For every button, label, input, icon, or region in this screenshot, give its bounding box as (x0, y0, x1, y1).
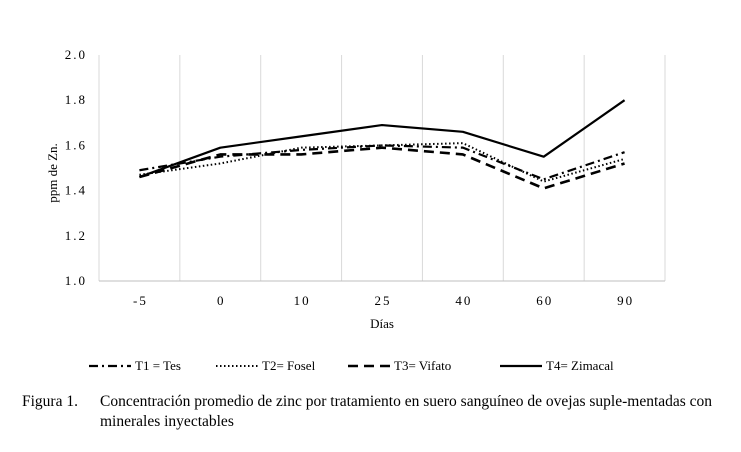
x-tick-label: 60 (536, 293, 553, 308)
x-tick-label: -5 (133, 293, 148, 308)
legend: T1 = Tes T2= Fosel T3= Vifato T4= Zimacal (89, 358, 614, 373)
x-axis-title: Días (370, 316, 394, 331)
legend-label: T4= Zimacal (546, 358, 614, 373)
x-tick-label: 0 (217, 293, 226, 308)
figure-label: Figura 1. (22, 393, 78, 410)
y-tick-label: 1.4 (65, 183, 87, 198)
y-tick-labels: 1.0 1.2 1.4 1.6 1.8 2.0 (65, 47, 87, 288)
series-lines (139, 99, 626, 190)
figure-caption-text: Concentración promedio de zinc por trata… (100, 393, 713, 430)
y-tick-label: 1.2 (65, 228, 87, 243)
y-tick-label: 1.0 (65, 273, 87, 288)
series-line (139, 142, 625, 183)
grid-lines (98, 55, 666, 282)
y-axis-title: ppm de Zn. (45, 143, 60, 203)
legend-label: T3= Vifato (394, 358, 451, 373)
x-tick-label: 10 (294, 293, 311, 308)
legend-label: T1 = Tes (135, 358, 181, 373)
x-tick-labels: -5 0 10 25 40 60 90 (133, 293, 634, 308)
line-chart: 1.0 1.2 1.4 1.6 1.8 2.0 -5 0 10 25 40 60 90 ppm de … (45, 47, 666, 373)
legend-label: T2= Fosel (262, 358, 316, 373)
x-tick-label: 25 (375, 293, 392, 308)
series-line (139, 146, 625, 190)
x-tick-label: 40 (455, 293, 472, 308)
series-line (139, 99, 626, 179)
series-line (139, 144, 625, 181)
y-tick-label: 1.8 (65, 92, 87, 107)
y-tick-label: 1.6 (65, 137, 87, 152)
y-tick-label: 2.0 (65, 47, 87, 62)
x-tick-label: 90 (617, 293, 634, 308)
